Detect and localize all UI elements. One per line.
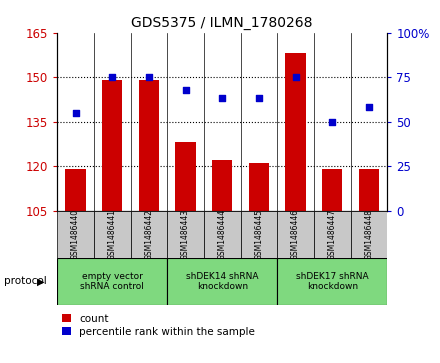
Bar	[167, 211, 204, 258]
Bar	[204, 211, 241, 258]
Text: GSM1486445: GSM1486445	[254, 209, 264, 260]
Bar	[94, 211, 131, 258]
Text: protocol: protocol	[4, 276, 47, 286]
Bar	[351, 211, 387, 258]
Text: GSM1486443: GSM1486443	[181, 209, 190, 260]
Text: GSM1486444: GSM1486444	[218, 209, 227, 260]
Text: GSM1486446: GSM1486446	[291, 209, 300, 260]
Bar	[131, 211, 167, 258]
Bar	[277, 258, 387, 305]
Point	[72, 110, 79, 115]
Bar	[57, 258, 167, 305]
Point	[219, 95, 226, 101]
Point	[182, 87, 189, 93]
Text: GSM1486448: GSM1486448	[364, 209, 374, 260]
Bar	[139, 80, 159, 211]
Bar	[249, 163, 269, 211]
Text: shDEK17 shRNA
knockdown: shDEK17 shRNA knockdown	[296, 272, 369, 291]
Point	[292, 74, 299, 80]
Point	[255, 95, 262, 101]
Bar	[277, 211, 314, 258]
Bar	[176, 142, 196, 211]
Bar	[241, 211, 277, 258]
Point	[329, 119, 336, 125]
Text: GSM1486440: GSM1486440	[71, 209, 80, 260]
Bar	[314, 211, 351, 258]
Text: shDEK14 shRNA
knockdown: shDEK14 shRNA knockdown	[186, 272, 258, 291]
Bar	[167, 258, 277, 305]
Point	[109, 74, 116, 80]
Text: GSM1486441: GSM1486441	[108, 209, 117, 260]
Text: empty vector
shRNA control: empty vector shRNA control	[80, 272, 144, 291]
Bar	[212, 160, 232, 211]
Point	[365, 105, 372, 110]
Bar	[322, 169, 342, 211]
Point	[145, 74, 152, 80]
Text: ▶: ▶	[37, 276, 45, 286]
Legend: count, percentile rank within the sample: count, percentile rank within the sample	[62, 314, 255, 337]
Bar	[66, 169, 86, 211]
Text: GSM1486442: GSM1486442	[144, 209, 154, 260]
Bar	[286, 53, 306, 211]
Bar	[102, 80, 122, 211]
Bar	[57, 211, 94, 258]
Text: GSM1486447: GSM1486447	[328, 209, 337, 260]
Title: GDS5375 / ILMN_1780268: GDS5375 / ILMN_1780268	[132, 16, 313, 30]
Bar	[359, 169, 379, 211]
